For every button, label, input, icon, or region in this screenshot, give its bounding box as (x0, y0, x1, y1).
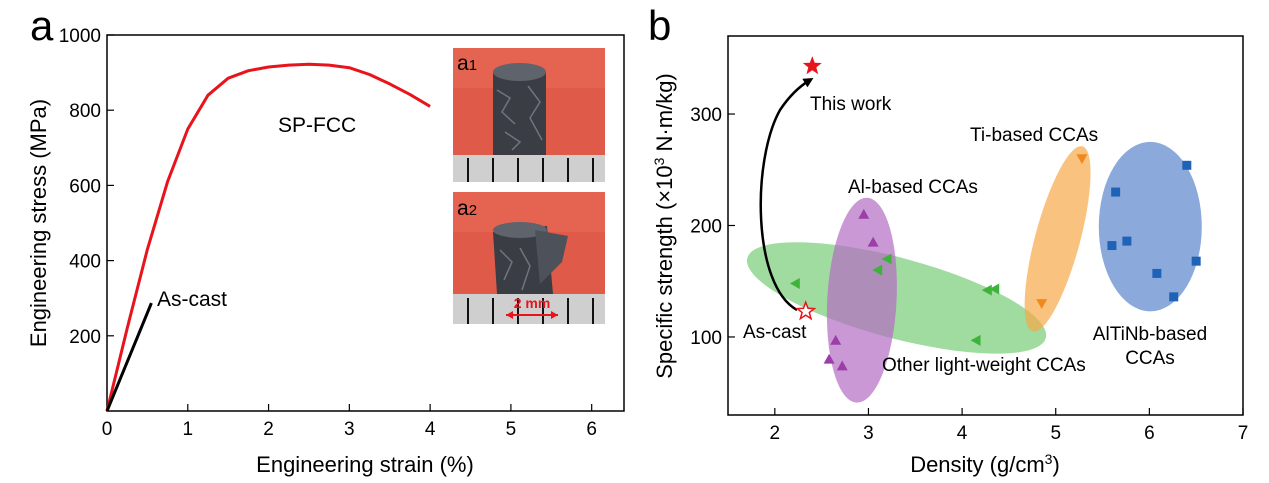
data-point-other-light-weight-ccas (872, 264, 883, 276)
inset-photo-a2: a2 2 mm (453, 192, 605, 324)
altinb-label-line-1: AlTiNb-based (1093, 324, 1207, 345)
inset-a1-label: a1 (457, 52, 477, 75)
inset-a2-label: a2 (457, 197, 477, 220)
x-tick-label: 4 (425, 419, 436, 440)
data-point-al-based-ccas (830, 334, 842, 345)
panel-b-points (789, 56, 1201, 371)
data-point-other-light-weight-ccas (970, 334, 981, 346)
x-tick-label: 3 (863, 423, 874, 444)
data-point-altinb-based-ccas (1152, 268, 1162, 278)
data-point-al-based-ccas (867, 236, 879, 247)
region-ellipse-ti-based-ccas (1024, 146, 1091, 332)
panel-a-y-axis-title: Engineering stress (MPa) (26, 99, 51, 347)
x-tick-label: 6 (586, 419, 597, 440)
data-point-al-based-ccas (858, 208, 870, 219)
x-tick-label: 2 (770, 423, 781, 444)
panel-a-curves (105, 62, 431, 412)
panel-b: b 2 3 4 5 6 7 100 200 300 This work As-cast Al-b… (648, 2, 1248, 477)
data-point-al-based-ccas (823, 353, 835, 364)
as-cast-label-a: As-cast (157, 288, 227, 311)
panel-a: a 0 1 2 3 4 5 6 200 400 600 800 1000 SP-FCC As-cast… (26, 2, 625, 477)
panel-b-letter: b (648, 2, 671, 49)
x-tick-label: 6 (1144, 423, 1155, 444)
data-point-other-light-weight-ccas (881, 253, 892, 265)
data-point-as-cast (795, 300, 817, 321)
panel-b-x-title-end: ) (1052, 452, 1059, 477)
y-tick-label: 200 (690, 217, 722, 238)
panel-a-ticks: 0 1 2 3 4 5 6 200 400 600 800 1000 (59, 26, 597, 440)
data-point-altinb-based-ccas (1169, 292, 1179, 302)
data-point-other-light-weight-ccas (789, 277, 800, 289)
inset-a1-label-sub: 1 (469, 57, 477, 74)
y-tick-label: 100 (690, 328, 722, 349)
panel-a-letter: a (30, 2, 54, 49)
as-cast-label-b: As-cast (743, 322, 807, 343)
panel-b-y-title-end: N·m/kg) (652, 73, 677, 157)
series-line-as-cast (105, 302, 153, 412)
panel-b-y-title-main: Specific strength (×10 (652, 165, 677, 378)
data-point-ti-based-ccas (1036, 299, 1048, 310)
inset-a2-label-letter: a (457, 197, 469, 220)
y-tick-label: 300 (690, 105, 722, 126)
panel-b-x-title-main: Density (g/cm (910, 452, 1044, 477)
data-point-this-work (802, 56, 822, 75)
x-tick-label: 2 (263, 419, 274, 440)
x-tick-label: 4 (957, 423, 968, 444)
panel-a-plot-frame (106, 34, 625, 412)
x-tick-label: 7 (1238, 423, 1249, 444)
data-point-other-light-weight-ccas (981, 284, 992, 296)
data-point-al-based-ccas (836, 360, 848, 371)
series-line-sp-fcc (105, 62, 431, 412)
y-tick-label: 600 (69, 176, 101, 197)
ti-based-ccas-label: Ti-based CCAs (970, 125, 1098, 146)
panel-b-ellipses (746, 141, 1202, 403)
al-based-ccas-label: Al-based CCAs (848, 177, 978, 198)
region-ellipse-altinb-based-ccas (1098, 141, 1202, 312)
panel-b-y-title-sup: 3 (651, 157, 667, 165)
data-point-altinb-based-ccas (1111, 187, 1121, 197)
data-point-ti-based-ccas (1076, 154, 1088, 165)
altinb-based-ccas-label: AlTiNb-based CCAs (1093, 324, 1207, 369)
x-tick-label: 3 (344, 419, 355, 440)
data-point-altinb-based-ccas (1191, 256, 1201, 266)
panel-b-x-axis-title: Density (g/cm3) (910, 451, 1060, 477)
improvement-arrow (759, 77, 814, 312)
x-tick-label: 5 (506, 419, 517, 440)
panel-b-x-title-sup: 3 (1045, 451, 1053, 467)
x-tick-label: 5 (1050, 423, 1061, 444)
y-tick-label: 200 (69, 327, 101, 348)
this-work-label: This work (810, 94, 892, 115)
data-point-altinb-based-ccas (1182, 160, 1192, 170)
inset-photo-a1: a1 (453, 48, 605, 182)
panel-b-ticks: 2 3 4 5 6 7 100 200 300 (690, 105, 1248, 444)
region-ellipse-al-based-ccas (826, 197, 897, 403)
x-tick-label: 0 (102, 419, 113, 440)
inset-a2-label-sub: 2 (469, 202, 477, 219)
data-point-altinb-based-ccas (1107, 241, 1117, 251)
y-tick-label: 1000 (59, 26, 101, 47)
y-tick-label: 400 (69, 252, 101, 273)
sp-fcc-label: SP-FCC (278, 114, 356, 137)
scale-bar-label: 2 mm (514, 295, 551, 311)
panel-b-y-axis-title: Specific strength (×103 N·m/kg) (651, 73, 677, 379)
altinb-label-line-2: CCAs (1125, 348, 1175, 369)
data-point-other-light-weight-ccas (989, 283, 1000, 295)
x-tick-label: 1 (182, 419, 193, 440)
panel-a-x-axis-title: Engineering strain (%) (256, 452, 474, 477)
data-point-altinb-based-ccas (1122, 236, 1132, 246)
other-light-weight-ccas-label: Other light-weight CCAs (882, 355, 1086, 376)
y-tick-label: 800 (69, 101, 101, 122)
inset-a1-label-letter: a (457, 52, 469, 75)
